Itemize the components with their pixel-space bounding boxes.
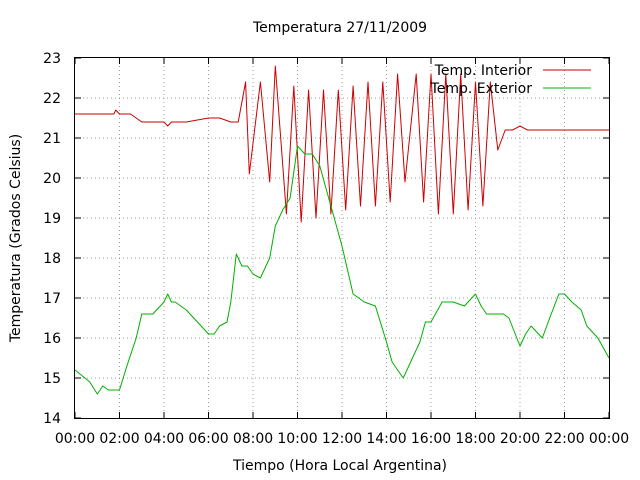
y-tick-label: 14 bbox=[43, 411, 61, 427]
x-tick-label: 00:00 bbox=[55, 431, 95, 447]
x-tick-label: 08:00 bbox=[233, 431, 273, 447]
series-line-temp-interior bbox=[75, 65, 609, 223]
x-tick-label: 00:00 bbox=[589, 431, 629, 447]
y-tick-label: 15 bbox=[43, 371, 61, 387]
legend-label: Temp. Exterior bbox=[430, 81, 533, 97]
y-tick-label: 20 bbox=[43, 171, 61, 187]
x-tick-label: 06:00 bbox=[188, 431, 228, 447]
y-tick-label: 21 bbox=[43, 131, 61, 147]
y-tick-label: 18 bbox=[43, 251, 61, 267]
x-tick-label: 02:00 bbox=[99, 431, 139, 447]
y-tick-label: 23 bbox=[43, 51, 61, 67]
plot-frame bbox=[74, 57, 610, 419]
grid bbox=[75, 58, 609, 418]
y-tick-label: 19 bbox=[43, 211, 61, 227]
x-tick-label: 12:00 bbox=[322, 431, 362, 447]
y-tick-label: 22 bbox=[43, 91, 61, 107]
legend-label: Temp. Interior bbox=[434, 63, 533, 79]
y-tick-label: 16 bbox=[43, 331, 61, 347]
x-tick-label: 10:00 bbox=[277, 431, 317, 447]
legend: Temp. Interior Temp. Exterior bbox=[430, 63, 591, 97]
x-tick-label: 16:00 bbox=[411, 431, 451, 447]
x-tick-label: 22:00 bbox=[544, 431, 584, 447]
series-layer bbox=[74, 65, 610, 395]
y-axis-label: Temperatura (Grados Celsius) bbox=[8, 134, 24, 343]
x-tick-label: 14:00 bbox=[366, 431, 406, 447]
ticks bbox=[74, 57, 610, 419]
y-tick-label: 17 bbox=[43, 291, 61, 307]
chart-title: Temperatura 27/11/2009 bbox=[252, 20, 427, 36]
x-tick-labels: 00:00 02:00 04:00 06:00 08:00 10:00 12:00 14:00… bbox=[55, 431, 629, 447]
y-tick-labels: 14 15 16 17 18 19 20 21 22 23 bbox=[43, 51, 61, 427]
x-tick-label: 18:00 bbox=[455, 431, 495, 447]
x-axis-label: Tiempo (Hora Local Argentina) bbox=[232, 458, 447, 474]
series-line-temp-exterior bbox=[74, 145, 610, 395]
x-tick-label: 04:00 bbox=[144, 431, 184, 447]
x-tick-label: 20:00 bbox=[500, 431, 540, 447]
